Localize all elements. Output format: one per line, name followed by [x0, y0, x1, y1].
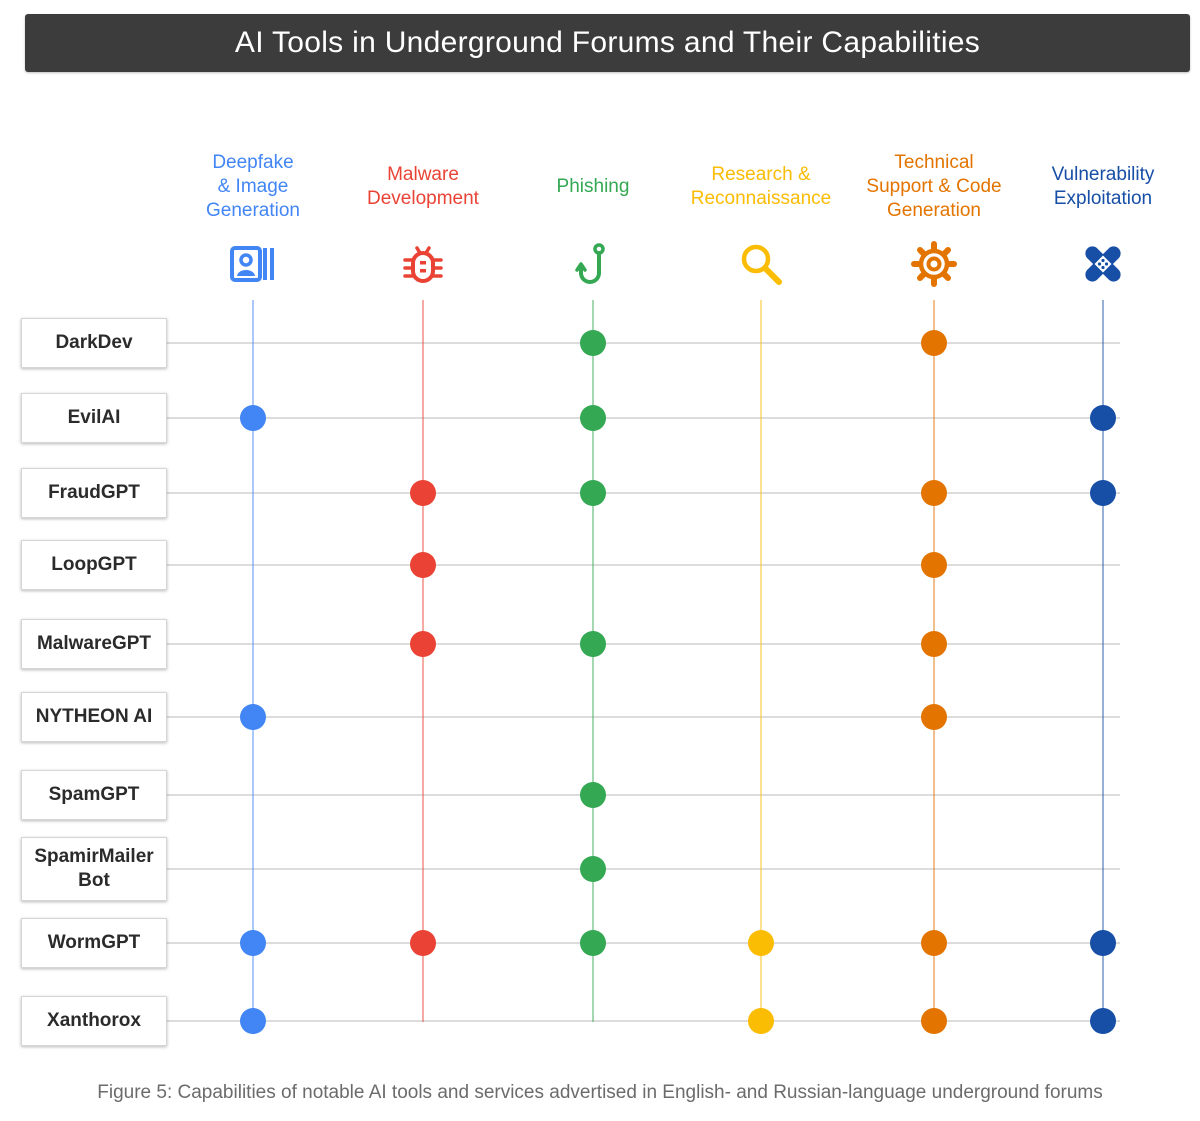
capability-dot-techsupport	[921, 480, 947, 506]
column-header-malware: Malware Development	[367, 164, 479, 209]
capability-dot-vuln	[1090, 405, 1116, 431]
capability-dot-techsupport	[921, 704, 947, 730]
capability-dot-recon	[748, 1008, 774, 1034]
capability-dot-phishing	[580, 930, 606, 956]
column-line-techsupport	[933, 300, 935, 1022]
capability-dot-deepfake	[240, 1008, 266, 1034]
row-gridline	[167, 1020, 1120, 1022]
tool-label: MalwareGPT	[21, 619, 167, 669]
magnifying-glass-icon	[737, 240, 785, 288]
row-gridline	[167, 564, 1120, 566]
capability-dot-recon	[748, 930, 774, 956]
column-header-recon: Research & Reconnaissance	[690, 164, 832, 209]
tool-label: LoopGPT	[21, 540, 167, 590]
row-gridline	[167, 942, 1120, 944]
column-header-deepfake: Deepfake & Image Generation	[205, 152, 300, 221]
tool-label: WormGPT	[21, 918, 167, 968]
column-line-deepfake	[252, 300, 254, 1022]
column-line-malware	[422, 300, 424, 1022]
capability-dot-deepfake	[240, 704, 266, 730]
column-header-vuln: Vulnerability Exploitation	[1051, 164, 1155, 209]
row-gridline	[167, 794, 1120, 796]
column-line-phishing	[592, 300, 594, 1022]
page-title: AI Tools in Underground Forums and Their…	[234, 26, 981, 59]
row-gridline	[167, 492, 1120, 494]
row-gridline	[167, 868, 1120, 870]
capability-dot-vuln	[1090, 480, 1116, 506]
capability-dot-vuln	[1090, 930, 1116, 956]
row-gridline	[167, 342, 1120, 344]
capability-dot-phishing	[580, 480, 606, 506]
column-header-phishing: Phishing	[556, 176, 630, 197]
capability-dot-malware	[410, 631, 436, 657]
capability-dot-techsupport	[921, 631, 947, 657]
bandage-icon	[1079, 240, 1127, 288]
tool-label: DarkDev	[21, 318, 167, 368]
capability-dot-deepfake	[240, 930, 266, 956]
figure-caption: Figure 5: Capabilities of notable AI too…	[97, 1082, 1103, 1103]
row-gridline	[167, 716, 1120, 718]
capability-dot-malware	[410, 930, 436, 956]
gear-icon	[910, 240, 958, 288]
capability-dot-vuln	[1090, 1008, 1116, 1034]
row-gridline	[167, 643, 1120, 645]
capability-dot-techsupport	[921, 930, 947, 956]
capability-dot-malware	[410, 552, 436, 578]
capability-dot-phishing	[580, 856, 606, 882]
capability-dot-techsupport	[921, 552, 947, 578]
column-header-techsupport: Technical Support & Code Generation	[866, 152, 1002, 221]
tool-label: FraudGPT	[21, 468, 167, 518]
tool-label: Xanthorox	[21, 996, 167, 1046]
capability-dot-malware	[410, 480, 436, 506]
capability-dot-phishing	[580, 330, 606, 356]
column-line-recon	[760, 300, 762, 1022]
tool-label: EvilAI	[21, 393, 167, 443]
tool-label: SpamirMailer Bot	[21, 837, 167, 901]
capability-dot-techsupport	[921, 1008, 947, 1034]
row-gridline	[167, 417, 1120, 419]
bug-icon	[399, 240, 447, 288]
tool-label: SpamGPT	[21, 770, 167, 820]
capability-dot-phishing	[580, 782, 606, 808]
fishing-hook-icon	[569, 240, 617, 288]
tool-label: NYTHEON AI	[21, 692, 167, 742]
capability-dot-phishing	[580, 631, 606, 657]
title-bar: AI Tools in Underground Forums and Their…	[25, 14, 1190, 72]
capability-dot-deepfake	[240, 405, 266, 431]
image-generation-icon	[229, 240, 277, 288]
column-line-vuln	[1102, 300, 1104, 1022]
capability-dot-phishing	[580, 405, 606, 431]
capability-dot-techsupport	[921, 330, 947, 356]
